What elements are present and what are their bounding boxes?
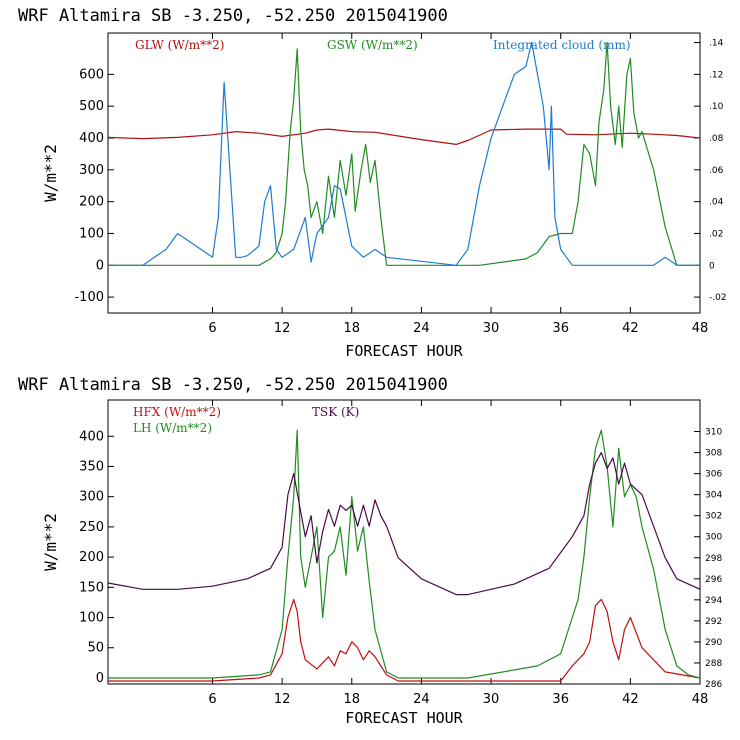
y-tick-label: 250: [79, 520, 104, 535]
y2-tick-label: 0: [709, 261, 715, 271]
x-tick-label: 42: [622, 321, 639, 336]
y2-tick-label: 288: [705, 659, 722, 669]
series-line-2: [108, 41, 700, 266]
y2-tick-label: 306: [705, 470, 722, 480]
x-axis-label: FORECAST HOUR: [345, 342, 463, 360]
plot-frame: [107, 399, 701, 685]
y-axis-label: W/m**2: [41, 144, 60, 202]
y2-tick-label: 296: [705, 575, 722, 585]
series-line-1: [107, 128, 701, 145]
y-tick-label: 500: [79, 99, 104, 114]
y-tick-label: 100: [79, 611, 104, 626]
y-tick-label: -100: [74, 290, 104, 305]
y2-tick-label: .14: [709, 39, 724, 49]
y-tick-label: 600: [79, 67, 104, 82]
x-tick-label: 6: [208, 692, 216, 707]
series-line-1: [108, 598, 701, 682]
y-tick-label: 200: [79, 550, 104, 565]
x-tick-label: 18: [343, 692, 360, 707]
y2-tick-label: 300: [705, 533, 722, 543]
x-tick-label: 12: [274, 692, 291, 707]
y2-tick-label: 292: [705, 617, 722, 627]
x-tick-label: 24: [413, 692, 430, 707]
x-tick-label: 48: [692, 321, 709, 336]
series-line-3: [108, 41, 700, 266]
y-tick-label: 0: [96, 671, 104, 686]
x-tick-label: 6: [208, 321, 216, 336]
x-tick-label: 48: [692, 692, 709, 707]
x-axis-label: FORECAST HOUR: [345, 709, 463, 727]
y2-tick-label: 304: [705, 491, 722, 501]
plot-frame: [107, 32, 701, 314]
y2-tick-label: 290: [705, 638, 722, 648]
x-tick-label: 36: [552, 321, 569, 336]
legend-entry-1: GLW (W/m**2): [135, 38, 224, 52]
x-tick-label: 36: [552, 692, 569, 707]
x-tick-label: 18: [343, 321, 360, 336]
chart-top: WRF Altamira SB -3.250, -52.250 20150419…: [18, 6, 727, 360]
y2-tick-label: 310: [705, 428, 722, 438]
y-axis-label: W/m**2: [41, 513, 60, 571]
x-tick-label: 12: [274, 321, 291, 336]
series-line-3: [107, 452, 701, 596]
chart-title: WRF Altamira SB -3.250, -52.250 20150419…: [18, 375, 448, 395]
y2-tick-label: -.02: [709, 293, 727, 303]
y-tick-label: 100: [79, 226, 104, 241]
legend-entry-3: Integrated cloud (mm): [493, 38, 631, 52]
y2-tick-label: .04: [709, 198, 724, 208]
y-tick-label: 150: [79, 580, 104, 595]
x-tick-label: 30: [483, 692, 500, 707]
y-tick-label: 400: [79, 131, 104, 146]
legend-entry-2: LH (W/m**2): [133, 421, 212, 435]
x-tick-label: 30: [483, 321, 500, 336]
x-tick-label: 24: [413, 321, 430, 336]
chart-bottom: WRF Altamira SB -3.250, -52.250 20150419…: [18, 375, 722, 727]
y2-tick-label: 294: [705, 596, 722, 606]
x-tick-label: 42: [622, 692, 639, 707]
y-tick-label: 300: [79, 163, 104, 178]
y2-tick-label: 302: [705, 512, 722, 522]
legend-entry-2: GSW (W/m**2): [327, 38, 418, 52]
legend-entry-1: HFX (W/m**2): [133, 405, 221, 419]
y-tick-label: 50: [87, 641, 104, 656]
legend-entry-3: TSK (K): [312, 405, 359, 419]
series-line-2: [108, 429, 701, 679]
chart-title: WRF Altamira SB -3.250, -52.250 20150419…: [18, 6, 448, 26]
y2-tick-label: 298: [705, 554, 722, 564]
y2-tick-label: .08: [709, 134, 724, 144]
y-tick-label: 350: [79, 459, 104, 474]
y2-tick-label: 308: [705, 449, 722, 459]
y2-tick-label: .10: [709, 102, 724, 112]
y2-tick-label: .02: [709, 229, 723, 239]
y2-tick-label: .12: [709, 70, 723, 80]
y2-tick-label: .06: [709, 166, 724, 176]
y-tick-label: 400: [79, 429, 104, 444]
y2-tick-label: 286: [705, 680, 722, 690]
y-tick-label: 0: [96, 258, 104, 273]
y-tick-label: 300: [79, 490, 104, 505]
y-tick-label: 200: [79, 195, 104, 210]
